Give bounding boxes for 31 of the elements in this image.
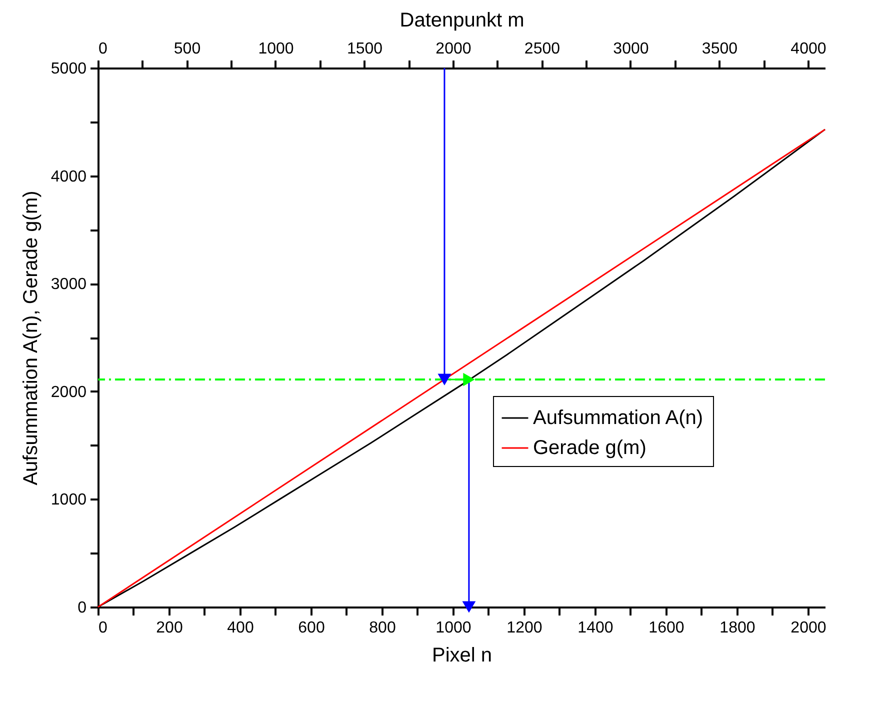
x-tick-label: 800 (369, 620, 396, 636)
x-tick-label: 600 (298, 620, 325, 636)
x-tick-label: 1600 (648, 620, 684, 636)
y-tick-label: 3000 (50, 276, 87, 294)
x-tick-label: 1000 (436, 620, 472, 636)
x2-tick-label: 2500 (524, 40, 560, 58)
x2-tick-label: 3000 (613, 40, 649, 58)
x2-tick-label: 1000 (258, 40, 294, 58)
x-tick-label: 1200 (506, 620, 542, 636)
x-tick-label: 2000 (790, 620, 826, 636)
x2-tick-label: 3500 (702, 40, 738, 58)
x-axis-title: Pixel n (432, 644, 492, 666)
y-tick-label: 1000 (50, 492, 87, 509)
x2-tick-label: 4000 (790, 40, 826, 58)
x-tick-label: 1400 (578, 620, 614, 636)
y-tick-label: 4000 (50, 168, 87, 186)
x-tick-label: 200 (156, 620, 183, 636)
x2-tick-label: 0 (98, 40, 108, 58)
x-tick-label: 400 (227, 620, 254, 636)
x2-tick-label: 500 (174, 40, 201, 58)
x2-tick-label: 2000 (436, 40, 472, 58)
y-axis-title: Aufsummation A(n), Gerade g(m) (20, 190, 42, 486)
y-tick-label: 5000 (50, 60, 87, 78)
y-tick-label: 2000 (50, 384, 87, 401)
legend-label: Aufsummation A(n) (533, 407, 704, 429)
x2-tick-label: 1500 (346, 40, 383, 58)
x2-axis-title: Datenpunkt m (400, 10, 524, 32)
x-tick-label: 0 (98, 620, 108, 636)
y-tick-label: 0 (78, 600, 87, 616)
x-tick-label: 1800 (720, 620, 756, 636)
legend-label: Gerade g(m) (533, 437, 646, 459)
